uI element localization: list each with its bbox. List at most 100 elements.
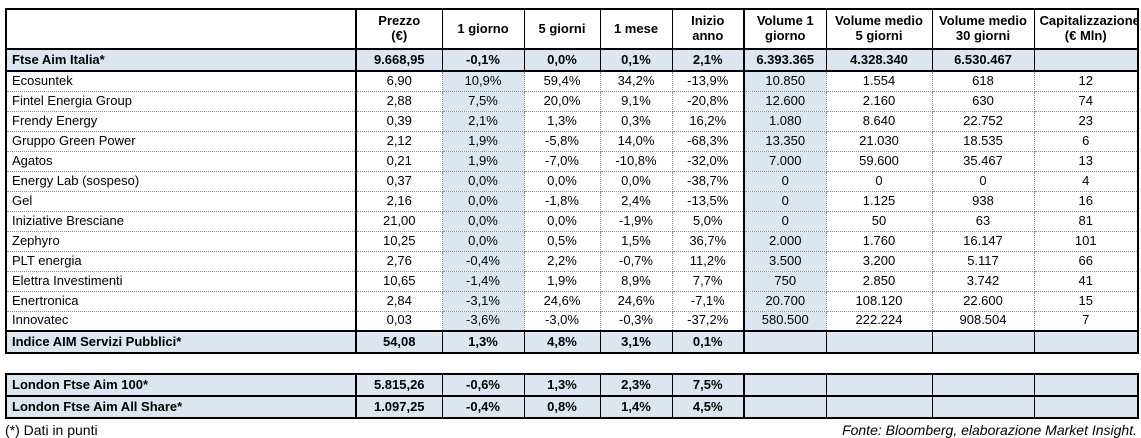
cell-5-giorni: -3,0% xyxy=(524,311,601,332)
cell-5-giorni: 0,0% xyxy=(524,48,601,72)
cell-prezzo: 1.097,25 xyxy=(356,396,443,418)
cell-1-giorno: 2,1% xyxy=(442,111,525,132)
cell-inizio-anno: -7,1% xyxy=(672,291,745,312)
cell-volume-medio-30-giorni: 938 xyxy=(932,191,1035,212)
cell-volume-1-giorno: 580.500 xyxy=(744,311,827,332)
cell-capitalizzazione: 16 xyxy=(1034,191,1138,212)
instrument-name: Agatos xyxy=(6,151,357,172)
cell-volume-medio-30-giorni: 22.752 xyxy=(932,111,1035,132)
table-row: Ecosuntek 6,90 10,9% 59,4% 34,2% -13,9% … xyxy=(6,71,1138,92)
col-header-volume-medio-30-giorni: Volume medio 30 giorni xyxy=(931,8,1035,50)
instrument-name: Energy Lab (sospeso) xyxy=(6,171,357,192)
cell-volume-medio-5-giorni: 2.160 xyxy=(826,91,933,112)
cell-capitalizzazione: 81 xyxy=(1034,211,1138,232)
cell-5-giorni: 4,8% xyxy=(524,330,601,354)
cell-inizio-anno: -68,3% xyxy=(672,131,745,152)
cell-inizio-anno: -20,8% xyxy=(672,91,745,112)
cell-inizio-anno: 4,5% xyxy=(672,396,745,418)
cell-capitalizzazione xyxy=(1034,330,1138,354)
cell-volume-medio-5-giorni: 21.030 xyxy=(826,131,933,152)
cell-volume-1-giorno xyxy=(744,374,827,397)
cell-volume-1-giorno: 13.350 xyxy=(744,131,827,152)
cell-volume-1-giorno: 7.000 xyxy=(744,151,827,172)
cell-capitalizzazione: 6 xyxy=(1034,131,1138,152)
instrument-name: Indice AIM Servizi Pubblici* xyxy=(6,330,357,354)
table-row: Gruppo Green Power 2,12 1,9% -5,8% 14,0%… xyxy=(6,131,1138,152)
cell-5-giorni: 20,0% xyxy=(524,91,601,112)
table-row: Gel 2,16 0,0% -1,8% 2,4% -13,5% 0 1.125 … xyxy=(6,191,1138,212)
table-row: Enertronica 2,84 -3,1% 24,6% 24,6% -7,1%… xyxy=(6,291,1138,312)
cell-inizio-anno: 7,7% xyxy=(672,271,745,292)
cell-prezzo: 0,37 xyxy=(356,171,443,192)
cell-prezzo: 54,08 xyxy=(356,330,443,354)
cell-1-mese: 0,3% xyxy=(600,111,673,132)
instrument-name: Fintel Energia Group xyxy=(6,91,357,112)
cell-volume-medio-5-giorni xyxy=(826,374,933,397)
cell-volume-medio-30-giorni xyxy=(932,374,1035,397)
cell-volume-medio-30-giorni: 16.147 xyxy=(932,231,1035,252)
cell-1-giorno: -3,6% xyxy=(442,311,525,332)
cell-1-giorno: 0,0% xyxy=(442,231,525,252)
cell-volume-medio-5-giorni: 4.328.340 xyxy=(826,48,933,72)
cell-volume-medio-5-giorni: 50 xyxy=(826,211,933,232)
table-row: Innovatec 0,03 -3,6% -3,0% -0,3% -37,2% … xyxy=(6,311,1138,332)
cell-capitalizzazione: 13 xyxy=(1034,151,1138,172)
instrument-name: Innovatec xyxy=(6,311,357,332)
table-row: Fintel Energia Group 2,88 7,5% 20,0% 9,1… xyxy=(6,91,1138,112)
cell-volume-medio-30-giorni: 63 xyxy=(932,211,1035,232)
col-header-5-giorni: 5 giorni xyxy=(523,8,601,50)
cell-1-mese: 24,6% xyxy=(600,291,673,312)
col-header-volume-1-giorno: Volume 1 giorno xyxy=(743,8,827,50)
cell-inizio-anno: -13,9% xyxy=(672,71,745,92)
cell-volume-medio-30-giorni: 6.530.467 xyxy=(932,48,1035,72)
cell-volume-medio-30-giorni: 35.467 xyxy=(932,151,1035,172)
cell-1-mese: -10,8% xyxy=(600,151,673,172)
instrument-name: Gel xyxy=(6,191,357,212)
cell-prezzo: 2,84 xyxy=(356,291,443,312)
cell-prezzo: 0,39 xyxy=(356,111,443,132)
table-row: Iniziative Bresciane 21,00 0,0% 0,0% -1,… xyxy=(6,211,1138,232)
cell-volume-medio-5-giorni: 1.554 xyxy=(826,71,933,92)
cell-volume-medio-30-giorni: 908.504 xyxy=(932,311,1035,332)
table-row: Indice AIM Servizi Pubblici* 54,08 1,3% … xyxy=(6,330,1138,354)
cell-prezzo: 6,90 xyxy=(356,71,443,92)
table-row: Frendy Energy 0,39 2,1% 1,3% 0,3% 16,2% … xyxy=(6,111,1138,132)
cell-1-mese: -0,7% xyxy=(600,251,673,272)
london-table-body: London Ftse Aim 100* 5.815,26 -0,6% 1,3%… xyxy=(6,374,1138,418)
cell-volume-medio-30-giorni: 0 xyxy=(932,171,1035,192)
cell-prezzo: 9.668,95 xyxy=(356,48,443,72)
cell-inizio-anno: 0,1% xyxy=(672,330,745,354)
cell-prezzo: 0,03 xyxy=(356,311,443,332)
cell-5-giorni: 1,9% xyxy=(524,271,601,292)
table-header: Prezzo (€) 1 giorno 5 giorni 1 mese Iniz… xyxy=(5,8,1139,50)
cell-volume-medio-5-giorni xyxy=(826,396,933,418)
table-row: PLT energia 2,76 -0,4% 2,2% -0,7% 11,2% … xyxy=(6,251,1138,272)
cell-volume-medio-30-giorni: 5.117 xyxy=(932,251,1035,272)
cell-1-mese: 0,1% xyxy=(600,48,673,72)
cell-inizio-anno: -32,0% xyxy=(672,151,745,172)
cell-volume-1-giorno xyxy=(744,396,827,418)
cell-capitalizzazione: 15 xyxy=(1034,291,1138,312)
cell-1-giorno: 0,0% xyxy=(442,211,525,232)
cell-1-giorno: -3,1% xyxy=(442,291,525,312)
cell-1-mese: 2,3% xyxy=(600,374,673,397)
col-header-volume-medio-5-giorni: Volume medio 5 giorni xyxy=(825,8,933,50)
cell-inizio-anno: 5,0% xyxy=(672,211,745,232)
cell-5-giorni: 0,5% xyxy=(524,231,601,252)
instrument-name: London Ftse Aim All Share* xyxy=(6,396,357,418)
cell-volume-medio-5-giorni: 1.125 xyxy=(826,191,933,212)
instrument-name: Ecosuntek xyxy=(6,71,357,92)
cell-1-giorno: 0,0% xyxy=(442,171,525,192)
cell-inizio-anno: -38,7% xyxy=(672,171,745,192)
cell-volume-medio-30-giorni xyxy=(932,396,1035,418)
cell-volume-medio-30-giorni: 3.742 xyxy=(932,271,1035,292)
cell-volume-medio-5-giorni: 108.120 xyxy=(826,291,933,312)
cell-1-mese: 9,1% xyxy=(600,91,673,112)
cell-5-giorni: 0,0% xyxy=(524,211,601,232)
cell-inizio-anno: -37,2% xyxy=(672,311,745,332)
cell-capitalizzazione: 66 xyxy=(1034,251,1138,272)
cell-volume-medio-5-giorni: 3.200 xyxy=(826,251,933,272)
cell-1-giorno: 0,0% xyxy=(442,191,525,212)
cell-1-mese: 14,0% xyxy=(600,131,673,152)
table-row: London Ftse Aim 100* 5.815,26 -0,6% 1,3%… xyxy=(6,374,1138,397)
